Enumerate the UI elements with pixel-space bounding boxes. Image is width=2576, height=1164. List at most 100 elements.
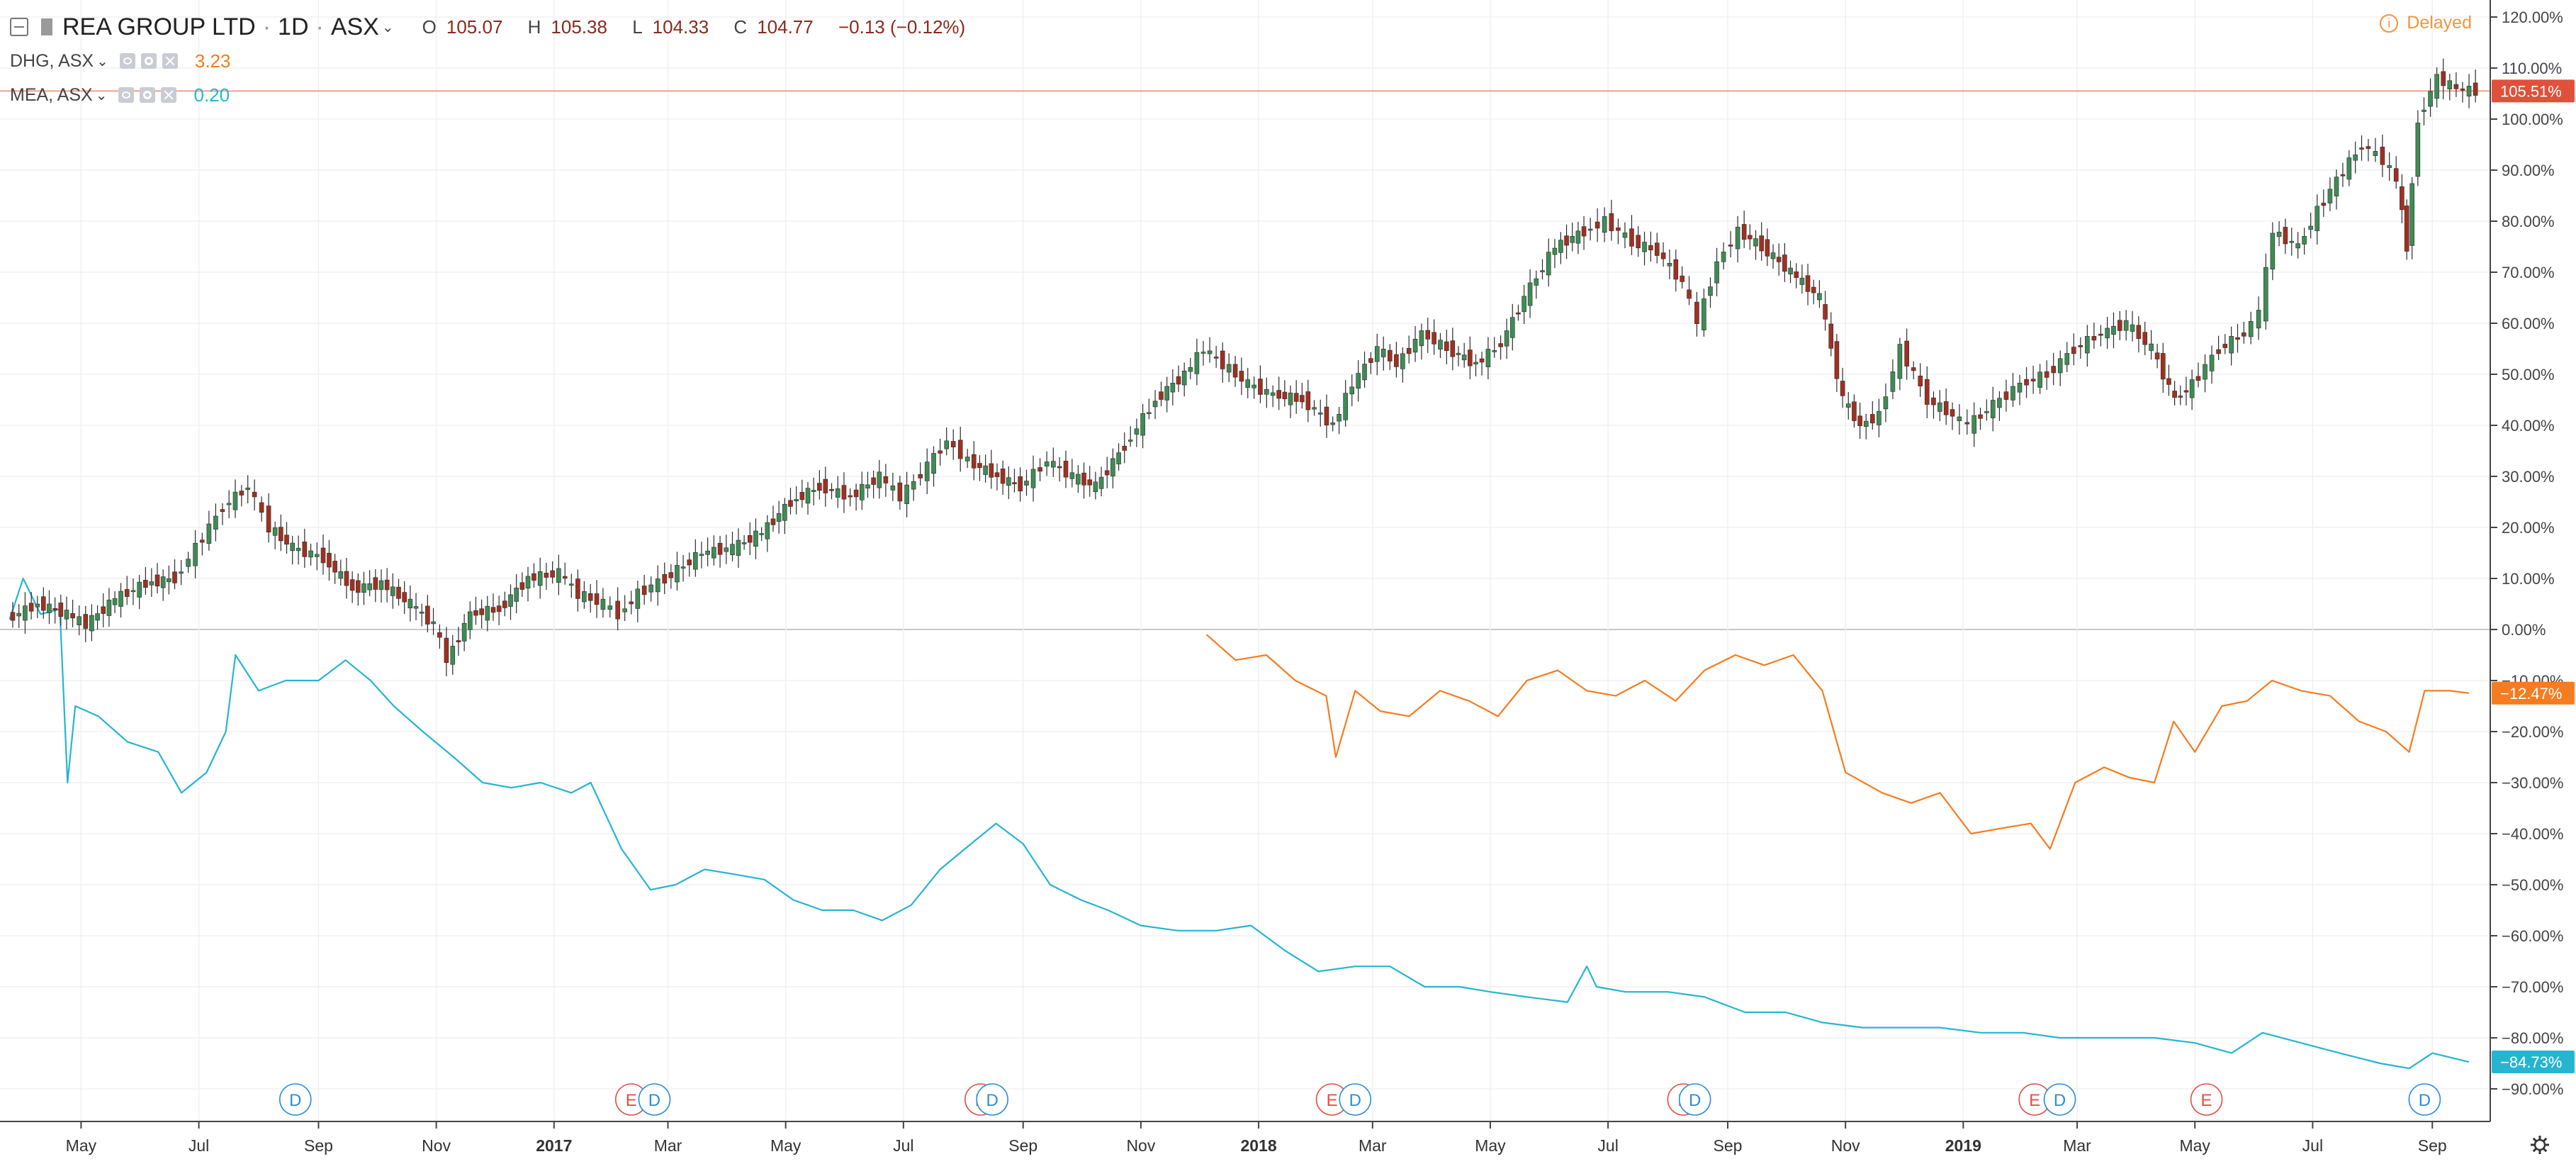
earnings-marker[interactable]: E	[1315, 1083, 1349, 1116]
candle-body	[2295, 243, 2300, 249]
candle-body	[904, 484, 909, 504]
candle-body	[675, 565, 680, 583]
candle-body	[1673, 259, 1679, 280]
dividend-marker[interactable]: D	[1339, 1083, 1372, 1116]
candle-body	[1425, 330, 1431, 340]
candle-body	[1714, 261, 1719, 284]
marker-circle	[638, 1083, 671, 1116]
candle-body	[924, 461, 930, 481]
candle-body	[1516, 312, 1521, 315]
candle-body	[1444, 341, 1449, 352]
candle-body	[635, 588, 641, 609]
candle-body	[1990, 400, 1996, 418]
earnings-marker[interactable]: E	[614, 1083, 648, 1116]
candle-body	[2105, 328, 2110, 339]
compare-symbol-dhg[interactable]: DHG, ASX	[10, 50, 94, 71]
candle-body	[1805, 275, 1811, 292]
gear-icon[interactable]	[140, 87, 156, 103]
candle-body	[699, 554, 704, 556]
x-tick-label: Nov	[1831, 1136, 1860, 1155]
x-tick-label: Jul	[893, 1136, 913, 1155]
close-icon[interactable]	[162, 53, 178, 69]
candle-body	[2302, 236, 2307, 245]
candle-body	[1897, 344, 1903, 379]
candle-body	[525, 576, 531, 589]
candle-body	[1006, 477, 1011, 486]
chevron-down-icon[interactable]: ⌄	[381, 19, 394, 35]
candle-body	[2142, 332, 2148, 345]
earnings-marker[interactable]: E	[2190, 1083, 2223, 1116]
candle-body	[2229, 336, 2234, 354]
candle-body	[1984, 411, 1989, 413]
last-value-label: −12.47%	[2500, 685, 2562, 703]
y-tick-label: −80.00%	[2502, 1029, 2563, 1047]
candle-body	[402, 592, 407, 603]
price-scale[interactable]: 120.00% 110.00% 100.00% 90.00% 80.00% 70.00% 6…	[2490, 0, 2576, 1164]
dividend-marker[interactable]: D	[638, 1083, 671, 1116]
marker-circle	[2043, 1083, 2076, 1116]
marker-label: E	[2029, 1091, 2040, 1110]
candle-body	[1276, 390, 1281, 399]
chevron-down-icon[interactable]: ⌄	[95, 87, 108, 103]
collapse-icon[interactable]	[10, 18, 28, 36]
candle-body	[1050, 461, 1056, 468]
x-tick-label: 2019	[1945, 1136, 1981, 1155]
candle-body	[1485, 349, 1491, 368]
candle-body	[314, 554, 320, 557]
eye-icon[interactable]	[118, 87, 135, 103]
candle-body	[1438, 340, 1443, 349]
x-tick-label: Mar	[1359, 1136, 1387, 1155]
dividend-marker[interactable]: D	[2043, 1083, 2076, 1116]
candle-body	[2195, 376, 2201, 381]
candle-body	[1776, 257, 1782, 262]
candle-body	[2315, 206, 2320, 231]
dividend-marker[interactable]: D	[1678, 1083, 1711, 1116]
candle-body	[1239, 371, 1244, 382]
symbol-name[interactable]: REA GROUP LTD	[62, 13, 256, 40]
candle-body	[1834, 341, 1840, 379]
dividend-marker[interactable]: D	[279, 1083, 312, 1116]
separator-dot: ·	[262, 13, 271, 40]
candle-body	[213, 515, 218, 530]
dividend-marker[interactable]: D	[976, 1083, 1008, 1116]
candle-body	[2030, 379, 2036, 381]
candle-body	[1374, 346, 1380, 362]
chevron-down-icon[interactable]: ⌄	[96, 53, 108, 69]
candle-body	[101, 606, 106, 614]
time-scale[interactable]: May Jul Sep Nov 2017 Mar May Jul Sep Nov 2018 Mar Ma…	[0, 1121, 2490, 1164]
candle-body	[1412, 338, 1418, 353]
eye-icon[interactable]	[119, 53, 135, 69]
candle-body	[1432, 332, 1436, 345]
candle-body	[1406, 348, 1412, 354]
candle-body	[1159, 391, 1164, 400]
compare-legend-mea[interactable]: MEA, ASX ⌄ 0.20	[10, 78, 975, 112]
candle-body	[338, 571, 344, 579]
candle-body	[149, 581, 154, 586]
candle-body	[245, 487, 250, 490]
candle-body	[179, 571, 184, 574]
compare-legend-dhg[interactable]: DHG, ASX ⌄ 3.23	[10, 44, 975, 78]
x-tick-label: Sep	[2418, 1136, 2447, 1155]
compare-symbol-mea[interactable]: MEA, ASX	[10, 84, 93, 105]
candle-body	[2222, 344, 2228, 348]
last-value-tag	[2492, 1051, 2575, 1074]
candle-body	[1000, 469, 1006, 484]
x-tick-label: Sep	[304, 1136, 333, 1155]
close-icon[interactable]	[161, 87, 177, 103]
earnings-marker[interactable]: E	[2018, 1083, 2051, 1116]
delayed-badge[interactable]: i Delayed	[2380, 13, 2472, 33]
main-series-legend[interactable]: REA GROUP LTD · 1D · ASX ⌄ O 105.07 H 105.…	[10, 10, 975, 44]
candle-body	[413, 606, 419, 609]
interval-label[interactable]: 1D	[278, 13, 309, 40]
candle-body	[1828, 323, 1834, 349]
candle-body	[1964, 422, 1970, 425]
candle-body	[1817, 293, 1822, 301]
dividend-marker[interactable]: D	[2408, 1083, 2441, 1116]
gear-icon[interactable]	[140, 53, 157, 69]
candle-body	[2111, 325, 2116, 335]
flag-icon[interactable]	[41, 18, 52, 35]
gear-icon[interactable]	[2529, 1134, 2550, 1155]
last-value-label: 105.51%	[2500, 82, 2562, 100]
close-value: 104.77	[757, 16, 814, 38]
